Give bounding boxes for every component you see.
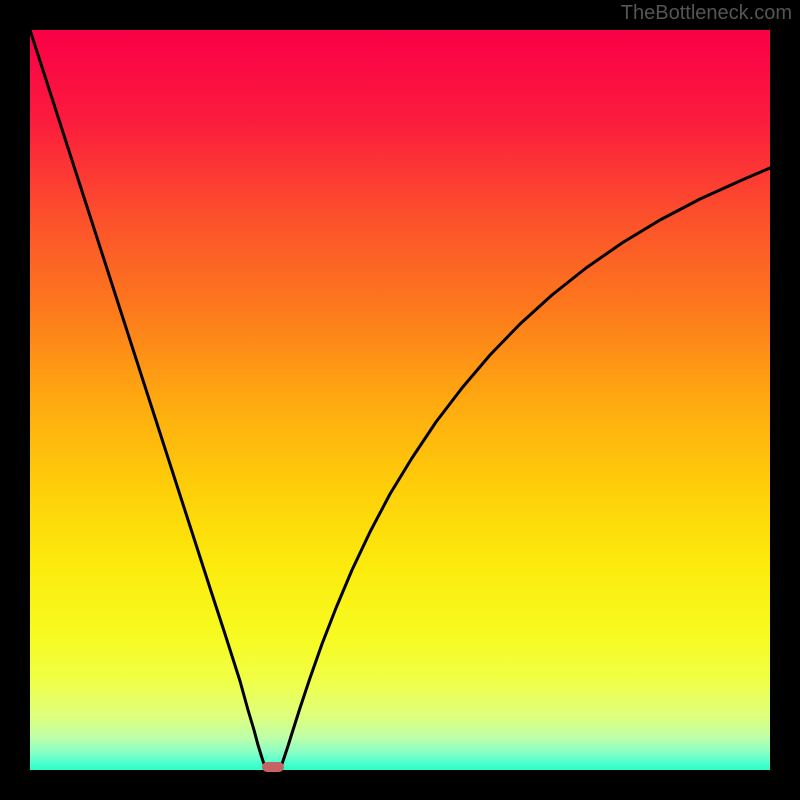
watermark-text: TheBottleneck.com [621,2,792,25]
bottleneck-chart [0,0,800,800]
chart-container: TheBottleneck.com [0,0,800,800]
plot-background [30,30,770,770]
minimum-marker [262,762,284,772]
